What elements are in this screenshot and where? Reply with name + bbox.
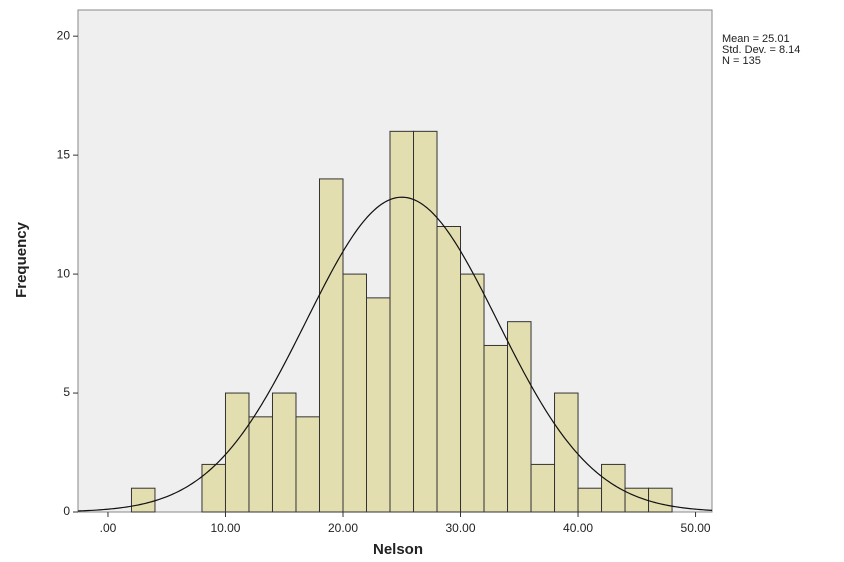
bar bbox=[342, 273, 368, 513]
bar bbox=[389, 130, 415, 513]
y-tick-label: 20 bbox=[57, 28, 71, 42]
stat-mean: Mean = 25.01 bbox=[722, 33, 790, 45]
bar bbox=[248, 416, 273, 513]
bar bbox=[224, 392, 250, 513]
x-tick-label: 40.00 bbox=[563, 521, 593, 535]
y-axis-title: Frequency bbox=[13, 221, 30, 298]
y-tick-label: 15 bbox=[57, 147, 71, 161]
bar bbox=[483, 344, 509, 513]
bar bbox=[648, 487, 673, 513]
bar bbox=[601, 463, 626, 513]
bar bbox=[507, 321, 532, 513]
bar bbox=[460, 273, 485, 513]
bar bbox=[366, 297, 391, 513]
y-tick-label: 5 bbox=[63, 385, 70, 399]
x-tick-label: 20.00 bbox=[328, 521, 358, 535]
bar bbox=[530, 463, 556, 513]
bar bbox=[554, 392, 579, 513]
x-tick-label: 30.00 bbox=[445, 521, 475, 535]
bar bbox=[130, 487, 156, 513]
stat-n: N = 135 bbox=[722, 55, 761, 67]
bar bbox=[436, 226, 462, 513]
bar bbox=[318, 178, 344, 513]
y-tick-label: 0 bbox=[63, 504, 70, 518]
x-tick-label: 50.00 bbox=[681, 521, 711, 535]
bar bbox=[577, 487, 603, 513]
normal-curve bbox=[77, 196, 713, 512]
stat-sd: Std. Dev. = 8.14 bbox=[722, 44, 800, 56]
bar bbox=[201, 463, 226, 513]
bar bbox=[271, 392, 297, 513]
x-axis-title: Nelson bbox=[373, 541, 423, 558]
y-tick-label: 10 bbox=[57, 266, 71, 280]
x-tick-label: 10.00 bbox=[210, 521, 240, 535]
bar bbox=[413, 130, 438, 513]
bar bbox=[295, 416, 320, 513]
x-tick-label: .00 bbox=[100, 521, 117, 535]
